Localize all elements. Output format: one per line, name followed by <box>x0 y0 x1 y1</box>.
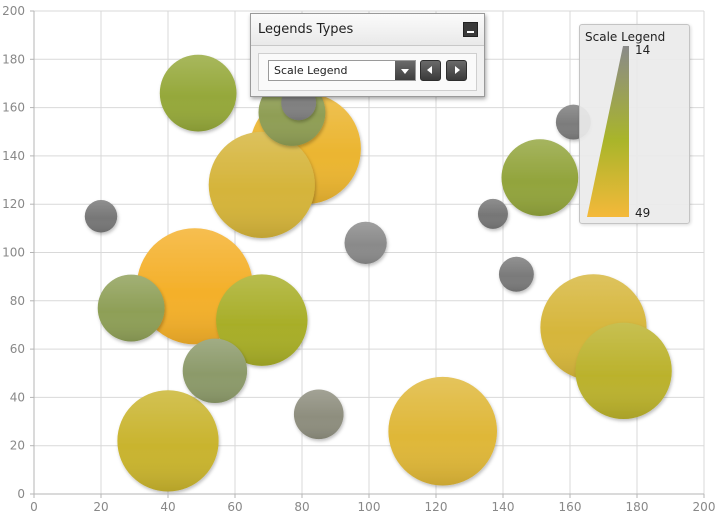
x-tick-label: 140 <box>492 500 515 514</box>
legend-max-label: 14 <box>635 43 651 57</box>
legend-scale-shape <box>587 46 629 217</box>
legend-min-label: 49 <box>635 206 651 220</box>
y-tick-label: 0 <box>17 487 25 501</box>
bubble-shade <box>216 274 308 366</box>
bubble-shade <box>159 54 237 132</box>
y-tick-label: 100 <box>2 246 25 260</box>
legend-type-dropdown[interactable]: Scale Legend <box>268 60 416 81</box>
scale-legend: Scale Legend 14 49 <box>579 24 690 224</box>
x-tick-label: 160 <box>559 500 582 514</box>
legend-type-value: Scale Legend <box>274 64 348 77</box>
x-tick-label: 180 <box>626 500 649 514</box>
bubble-shade <box>208 131 315 238</box>
legends-types-panel: Legends Types Scale Legend <box>250 13 485 97</box>
bubble <box>477 198 508 229</box>
bubble-shade <box>388 376 498 486</box>
y-tick-label: 80 <box>10 294 25 308</box>
bubble <box>97 274 165 342</box>
y-tick-label: 40 <box>10 390 25 404</box>
bubble-shade <box>501 139 579 216</box>
x-tick-label: 80 <box>294 500 309 514</box>
bubble <box>182 338 248 404</box>
panel-body: Scale Legend <box>258 53 477 91</box>
legend-color-scale <box>587 46 629 217</box>
bubble-shade <box>498 256 534 292</box>
x-tick-label: 20 <box>93 500 108 514</box>
bubble-shade <box>97 274 165 342</box>
y-tick-label: 160 <box>2 101 25 115</box>
x-tick-label: 100 <box>358 500 381 514</box>
bubble <box>159 54 237 132</box>
bubble <box>498 256 534 292</box>
bubble <box>501 139 579 216</box>
x-tick-label: 200 <box>693 500 716 514</box>
bubble-shade <box>182 338 248 404</box>
axes: 0 20 40 60 80 100 120 140 160 180 200 0 20 40 60 80 100 1… <box>2 4 715 514</box>
bubble <box>293 389 344 440</box>
x-tick-label: 40 <box>160 500 175 514</box>
bubble <box>208 131 315 238</box>
bubble-shade <box>293 389 344 440</box>
x-tick-label: 0 <box>30 500 38 514</box>
y-tick-label: 180 <box>2 52 25 66</box>
y-tick-label: 200 <box>2 4 25 18</box>
panel-title: Legends Types <box>258 22 354 37</box>
y-tick-label: 20 <box>10 439 25 453</box>
bubble <box>216 274 308 366</box>
minimize-button[interactable] <box>463 22 478 37</box>
x-tick-label: 120 <box>425 500 448 514</box>
legend-title: Scale Legend <box>585 30 666 44</box>
bubble <box>575 322 672 420</box>
bubble-series <box>84 54 672 492</box>
bubble <box>388 376 498 486</box>
y-tick-label: 140 <box>2 149 25 163</box>
y-tick-label: 60 <box>10 342 25 356</box>
x-tick-label: 60 <box>227 500 242 514</box>
bubble <box>117 390 219 492</box>
bubble <box>344 221 387 264</box>
panel-header: Legends Types <box>251 14 484 46</box>
bubble-shade <box>477 198 508 229</box>
y-tick-label: 120 <box>2 197 25 211</box>
bubble-shade <box>84 200 118 233</box>
bubble-shade <box>117 390 219 492</box>
previous-button[interactable] <box>420 60 441 81</box>
bubble-shade <box>344 221 387 264</box>
bubble <box>84 200 118 233</box>
bubble-shade <box>575 322 672 420</box>
chevron-down-icon[interactable] <box>395 61 415 80</box>
next-button[interactable] <box>446 60 467 81</box>
